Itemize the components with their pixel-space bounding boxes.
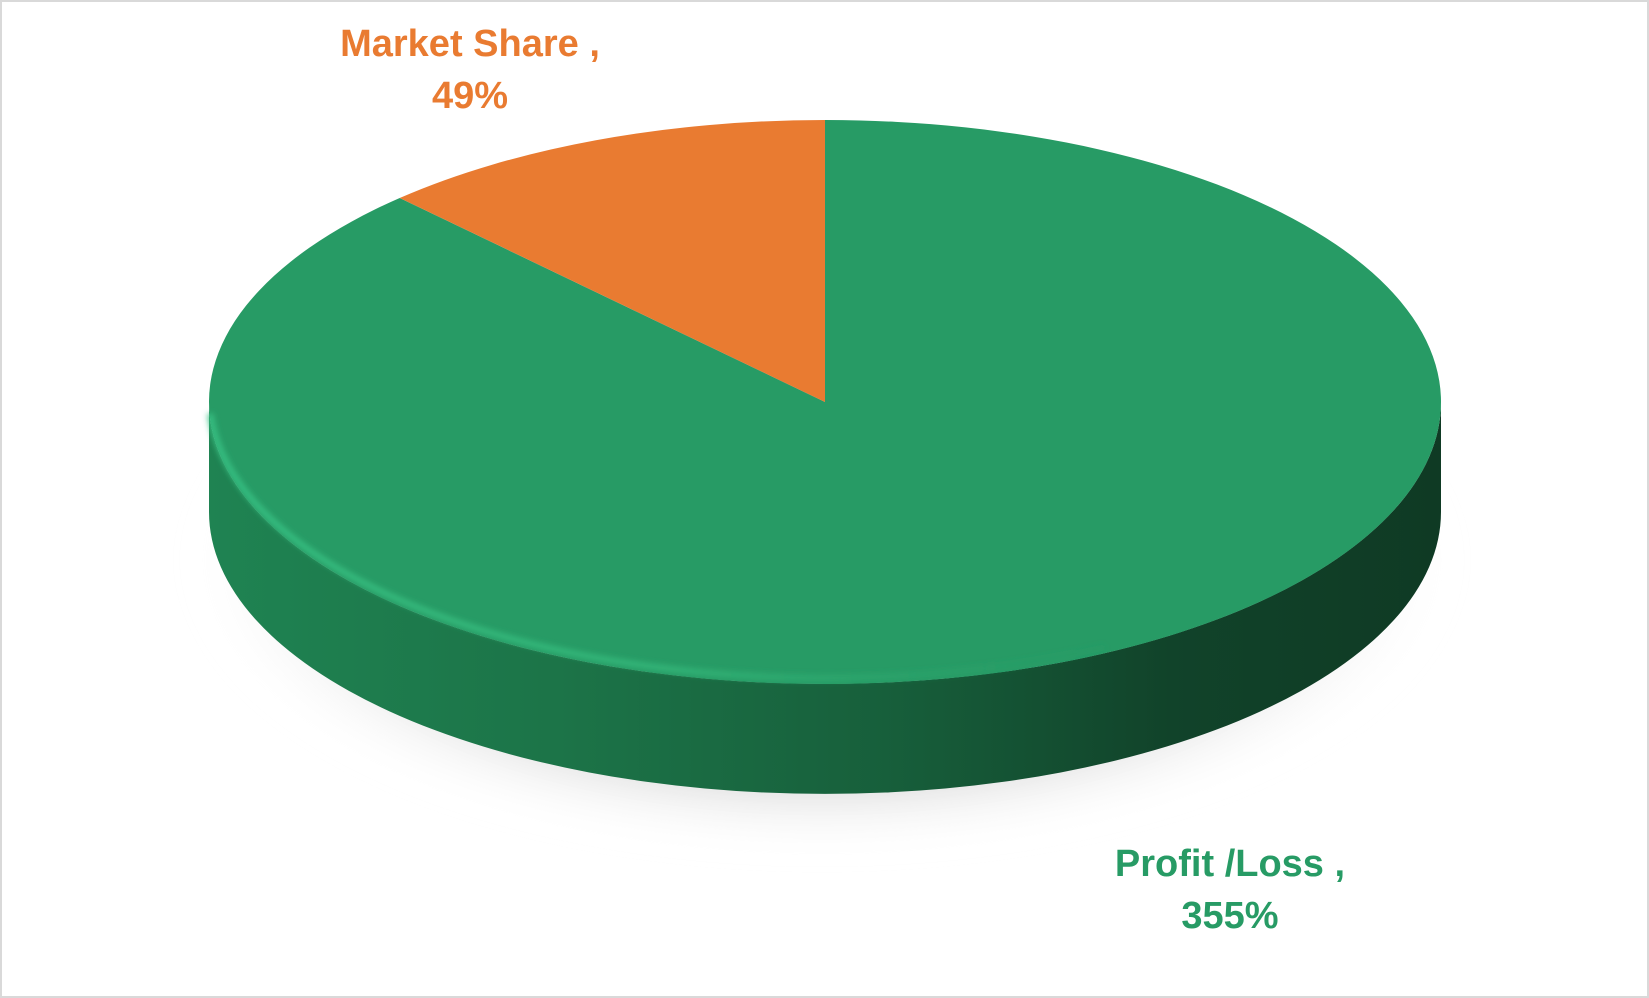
data-label-profit-loss-value: 355% [1181,895,1279,938]
pie-slice-market-share [399,119,825,402]
data-label-profit-loss: Profit /Loss , 355% [1060,838,1400,943]
data-label-market-share-value: 49% [431,75,509,118]
pie-rim-highlight [207,413,1106,682]
data-label-profit-loss-category: Profit /Loss , [1114,843,1346,885]
pie-slice-profit-loss [208,120,1442,685]
pie-side-wall [209,402,1441,794]
data-label-market-share: Market Share , 49% [300,18,640,123]
data-label-market-share-category: Market Share , [340,23,600,65]
